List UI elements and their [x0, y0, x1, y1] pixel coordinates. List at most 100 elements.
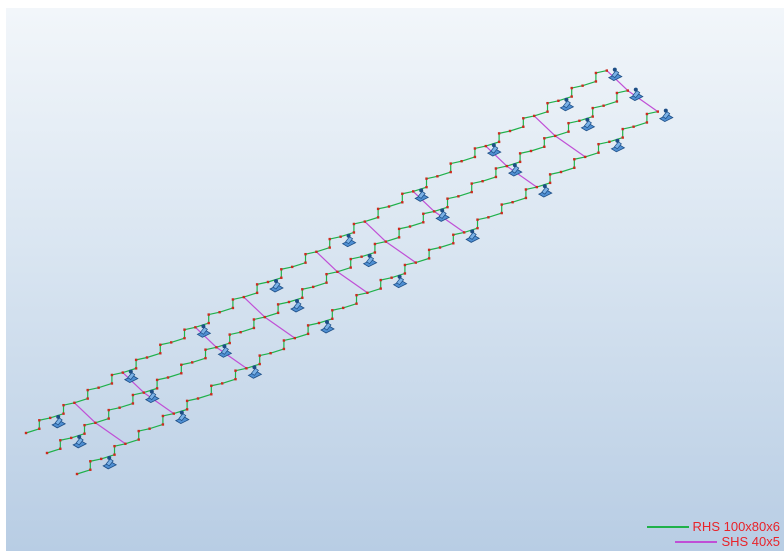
bracing-member[interactable] — [315, 251, 338, 273]
node-marker[interactable] — [155, 378, 159, 382]
node-marker[interactable] — [487, 216, 490, 219]
node-marker[interactable] — [191, 361, 194, 364]
stringer-tread-member[interactable] — [501, 201, 513, 206]
node-marker[interactable] — [89, 460, 92, 463]
node-marker[interactable] — [148, 427, 151, 430]
node-marker[interactable] — [315, 250, 318, 253]
node-marker[interactable] — [282, 347, 286, 351]
node-marker[interactable] — [352, 231, 356, 234]
fixed-support-icon[interactable] — [217, 344, 233, 358]
stringer-tread-member[interactable] — [332, 307, 344, 311]
node-marker[interactable] — [403, 263, 407, 267]
stringer-tread-member[interactable] — [281, 266, 293, 270]
node-marker[interactable] — [83, 423, 86, 427]
stringer-tread-member[interactable] — [439, 242, 454, 249]
stringer-tread-member[interactable] — [409, 221, 424, 228]
node-marker[interactable] — [242, 295, 245, 299]
node-marker[interactable] — [113, 453, 116, 456]
node-marker[interactable] — [207, 321, 210, 325]
node-marker[interactable] — [605, 69, 608, 72]
node-marker[interactable] — [161, 414, 165, 418]
node-marker[interactable] — [632, 125, 635, 128]
fixed-support-icon[interactable] — [174, 410, 190, 425]
node-marker[interactable] — [304, 261, 307, 264]
stringer-tread-member[interactable] — [181, 361, 193, 366]
stringer-tread-member[interactable] — [326, 271, 338, 275]
stringer-tread-member[interactable] — [404, 262, 416, 266]
node-marker[interactable] — [522, 125, 525, 128]
stringer-tread-member[interactable] — [149, 423, 164, 430]
node-marker[interactable] — [548, 173, 552, 176]
stringer-tread-member[interactable] — [292, 262, 306, 268]
fixed-support-icon[interactable] — [392, 274, 408, 289]
node-marker[interactable] — [215, 346, 218, 349]
node-marker[interactable] — [263, 315, 266, 319]
node-marker[interactable] — [328, 237, 331, 241]
node-marker[interactable] — [280, 268, 283, 271]
stringer-tread-member[interactable] — [46, 448, 61, 454]
fixed-support-icon[interactable] — [658, 108, 674, 123]
stringer-tread-member[interactable] — [353, 221, 365, 225]
node-marker[interactable] — [408, 225, 412, 228]
node-marker[interactable] — [522, 117, 525, 120]
node-marker[interactable] — [578, 119, 581, 122]
node-marker[interactable] — [59, 439, 62, 442]
node-marker[interactable] — [228, 341, 231, 345]
bracing-member[interactable] — [433, 210, 465, 233]
stringer-tread-member[interactable] — [571, 85, 583, 89]
node-marker[interactable] — [49, 416, 52, 420]
node-marker[interactable] — [546, 101, 549, 105]
stringer-tread-member[interactable] — [343, 303, 357, 309]
node-marker[interactable] — [328, 246, 331, 249]
stringer-tread-member[interactable] — [544, 135, 556, 139]
node-marker[interactable] — [113, 444, 116, 448]
node-marker[interactable] — [293, 336, 296, 340]
stringer-tread-member[interactable] — [616, 90, 628, 94]
node-marker[interactable] — [255, 283, 259, 286]
node-marker[interactable] — [155, 387, 159, 390]
fixed-support-icon[interactable] — [628, 87, 644, 102]
node-marker[interactable] — [137, 429, 140, 433]
node-marker[interactable] — [301, 296, 304, 299]
stringer-tread-member[interactable] — [374, 241, 386, 245]
stringer-tread-member[interactable] — [519, 150, 532, 154]
stringer-tread-member[interactable] — [437, 171, 451, 177]
node-marker[interactable] — [401, 201, 404, 204]
fixed-support-icon[interactable] — [123, 369, 139, 384]
node-marker[interactable] — [656, 110, 659, 113]
stringer-tread-member[interactable] — [132, 392, 144, 396]
node-marker[interactable] — [438, 246, 442, 249]
node-marker[interactable] — [86, 397, 89, 400]
node-marker[interactable] — [134, 367, 138, 370]
node-marker[interactable] — [110, 373, 114, 377]
node-marker[interactable] — [245, 367, 248, 370]
node-marker[interactable] — [282, 339, 286, 342]
node-marker[interactable] — [161, 423, 165, 426]
node-marker[interactable] — [497, 140, 501, 144]
bracing-member[interactable] — [143, 392, 175, 415]
node-marker[interactable] — [481, 180, 484, 183]
node-marker[interactable] — [591, 106, 594, 110]
stringer-tread-member[interactable] — [211, 382, 223, 387]
stringer-tread-member[interactable] — [525, 186, 537, 191]
node-marker[interactable] — [352, 222, 356, 226]
node-marker[interactable] — [59, 447, 62, 450]
node-marker[interactable] — [121, 371, 124, 374]
stringer-tread-member[interactable] — [114, 443, 126, 447]
fixed-support-icon[interactable] — [362, 253, 378, 268]
node-marker[interactable] — [363, 220, 366, 223]
stringer-tread-member[interactable] — [197, 393, 212, 400]
bracing-member[interactable] — [506, 165, 538, 188]
node-marker[interactable] — [559, 170, 563, 174]
bracing-member[interactable] — [264, 316, 296, 339]
stringer-tread-member[interactable] — [482, 176, 497, 182]
bracing-member[interactable] — [216, 346, 247, 369]
node-marker[interactable] — [626, 89, 629, 92]
node-marker[interactable] — [533, 114, 536, 118]
stringer-tread-member[interactable] — [240, 327, 255, 333]
node-marker[interactable] — [594, 71, 598, 75]
node-marker[interactable] — [62, 412, 65, 415]
node-marker[interactable] — [470, 182, 473, 185]
node-marker[interactable] — [621, 136, 624, 139]
node-marker[interactable] — [228, 333, 231, 336]
